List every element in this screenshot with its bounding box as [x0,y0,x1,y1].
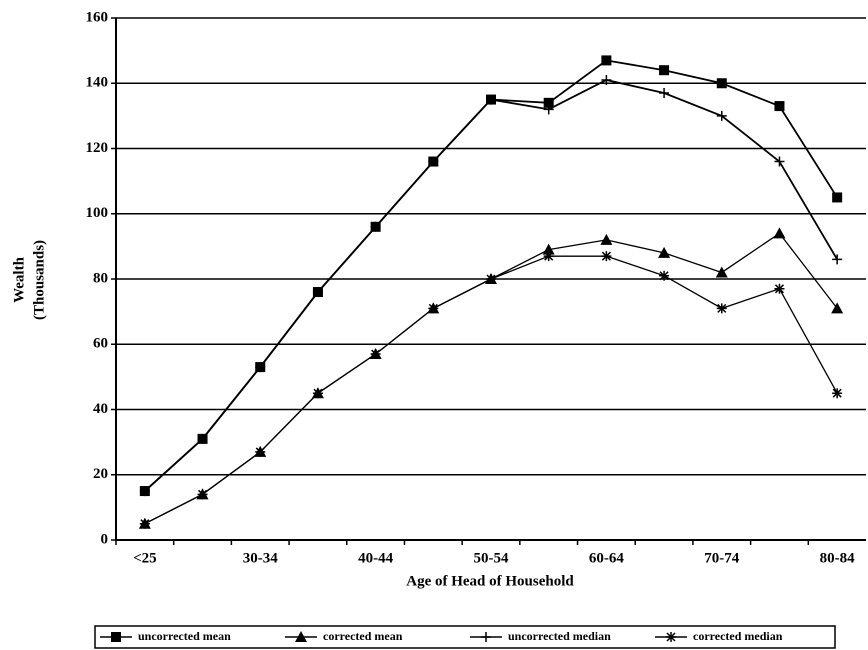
marker [139,486,150,497]
marker [659,88,670,99]
marker [255,446,266,457]
legend-label: corrected median [693,629,783,643]
y-tick-label: 140 [86,75,109,91]
y-axis-label: (Thousands) [31,240,47,320]
x-tick-label: 70-74 [704,550,739,566]
marker [370,349,381,360]
x-tick-label: 30-34 [243,550,278,566]
marker [831,302,844,314]
marker [774,101,785,112]
legend-label: corrected mean [323,629,403,643]
marker [659,270,670,281]
marker [543,97,554,108]
marker [295,631,307,642]
marker [197,433,208,444]
marker [659,65,670,76]
marker [197,489,208,500]
x-tick-label: 40-44 [358,550,393,566]
x-axis-label: Age of Head of Household [406,573,574,589]
marker [543,104,554,115]
series-line [144,79,838,492]
x-tick-label: 80-84 [820,550,855,566]
y-tick-label: 60 [93,336,108,352]
x-tick-label: <25 [133,550,157,566]
marker [543,251,554,262]
marker [600,233,613,245]
marker [486,274,496,284]
marker [312,388,323,399]
marker [715,266,728,278]
legend-label: uncorrected mean [138,629,231,643]
marker [486,94,496,105]
marker [832,192,843,203]
marker [428,303,439,314]
y-tick-label: 100 [86,205,109,221]
y-tick-label: 80 [93,270,108,286]
marker [716,110,727,121]
y-tick-label: 40 [93,401,108,417]
y-tick-label: 120 [86,140,109,156]
marker [716,303,727,314]
marker [832,388,843,399]
marker [774,283,785,294]
marker [658,246,671,258]
marker [370,221,381,232]
marker [481,632,491,642]
y-tick-label: 160 [86,9,109,25]
legend-label: uncorrected median [508,629,611,643]
marker [542,243,555,255]
marker [601,74,612,85]
marker [773,227,786,239]
marker [716,78,727,89]
marker [312,287,323,298]
series-line [144,255,838,525]
marker [601,55,612,66]
marker [832,254,843,265]
marker [139,518,150,529]
y-axis-label: Wealth [11,256,27,302]
marker [255,362,266,373]
marker [428,156,439,167]
marker [774,156,785,167]
marker [666,632,676,642]
y-tick-label: 20 [93,466,108,482]
legend-box [94,625,836,649]
x-tick-label: 50-54 [474,550,509,566]
x-tick-label: 60-64 [589,550,624,566]
y-tick-label: 0 [101,531,109,547]
marker [601,251,612,262]
marker [111,632,121,642]
